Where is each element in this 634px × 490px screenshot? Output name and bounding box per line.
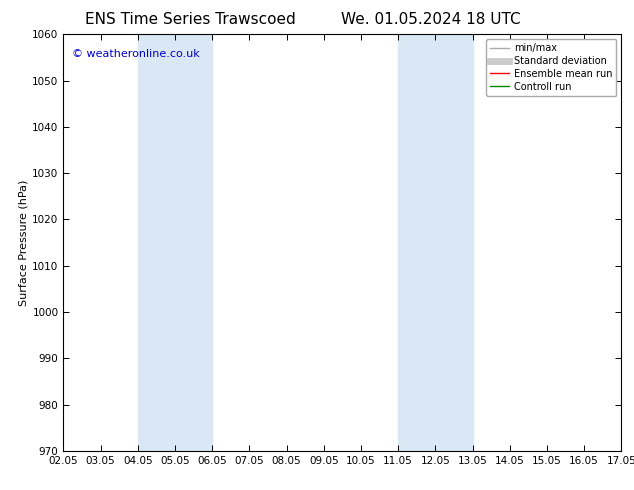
Y-axis label: Surface Pressure (hPa): Surface Pressure (hPa) [18,179,28,306]
Text: We. 01.05.2024 18 UTC: We. 01.05.2024 18 UTC [341,12,521,27]
Bar [138,34,212,451]
Text: © weatheronline.co.uk: © weatheronline.co.uk [72,49,200,59]
Text: ENS Time Series Trawscoed: ENS Time Series Trawscoed [85,12,295,27]
Legend: min/max, Standard deviation, Ensemble mean run, Controll run: min/max, Standard deviation, Ensemble me… [486,39,616,96]
Bar [398,34,472,451]
